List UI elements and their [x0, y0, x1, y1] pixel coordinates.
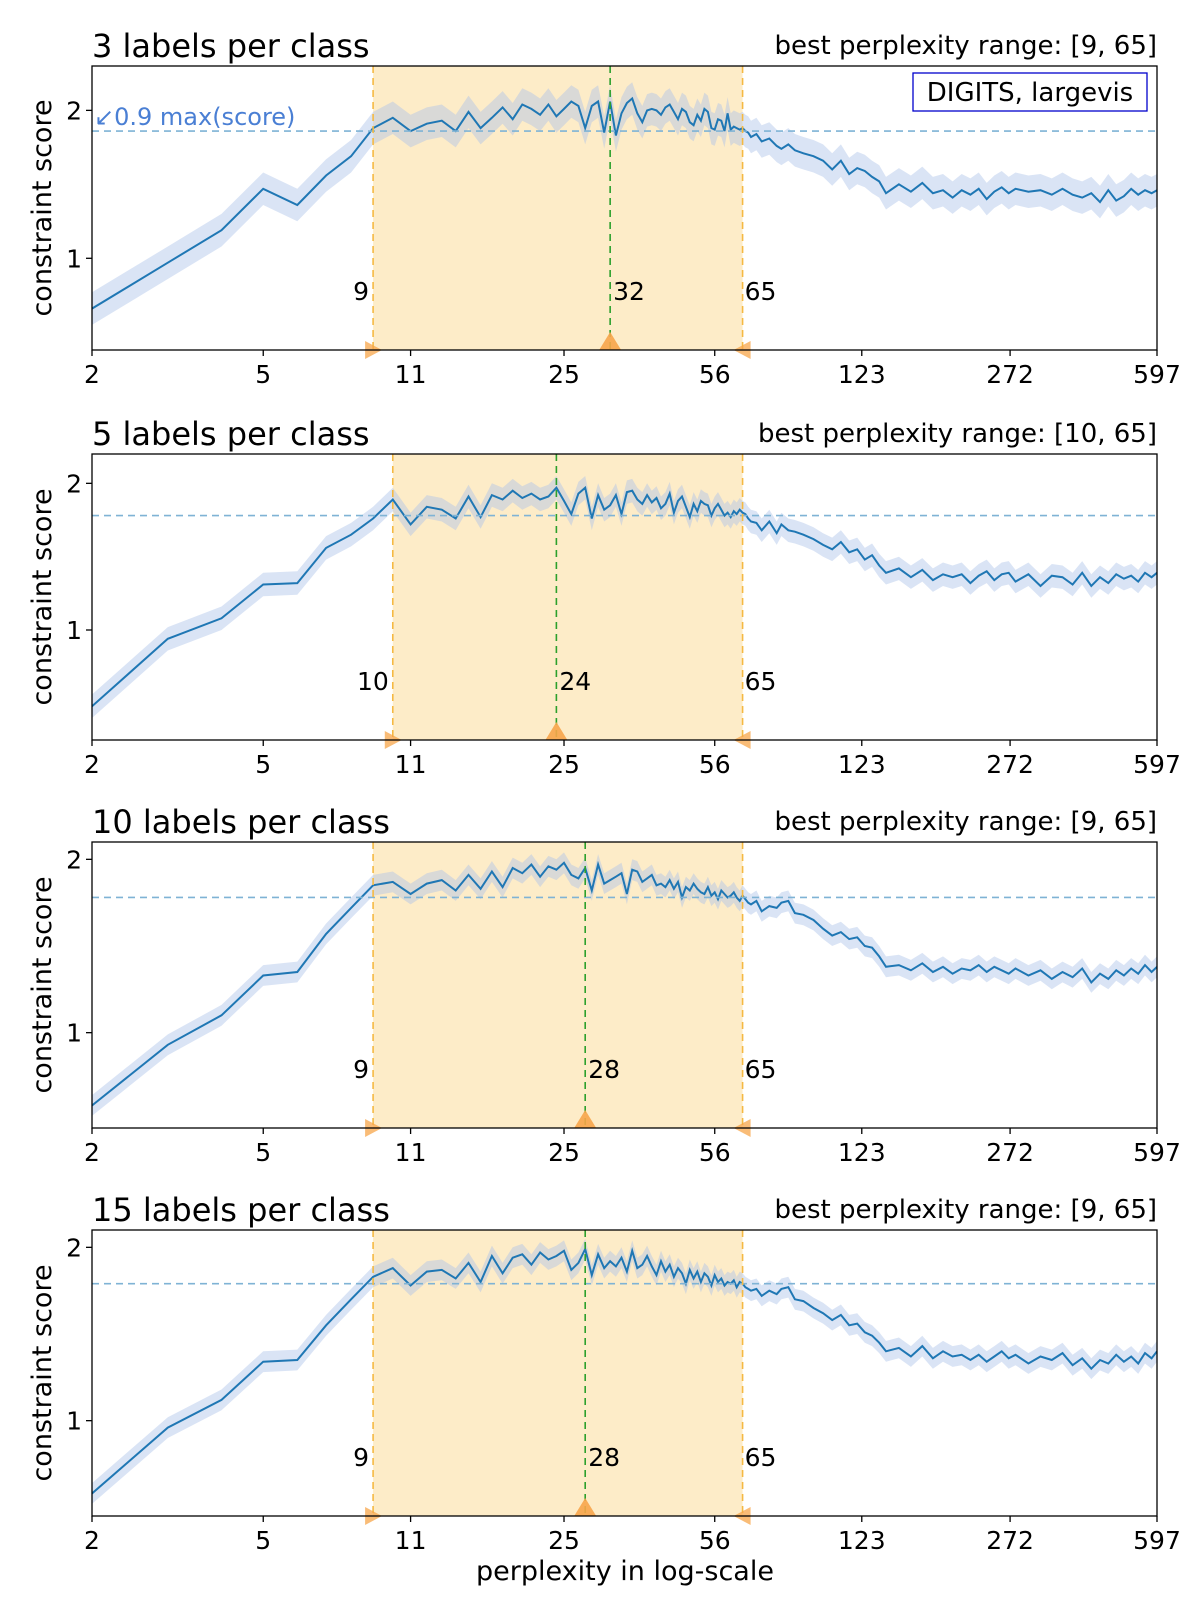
range-end-label: 65 [745, 277, 777, 306]
best-range-text: best perplexity range: [10, 65] [758, 419, 1157, 449]
x-tick-label: 25 [548, 1526, 580, 1555]
y-axis-label: constraint score [27, 488, 58, 705]
best-perplexity-label: 28 [588, 1443, 620, 1472]
x-tick-label: 272 [986, 1138, 1034, 1167]
x-tick-label: 25 [548, 360, 580, 389]
y-tick-label: 2 [66, 1233, 82, 1262]
x-tick-label: 597 [1133, 1138, 1181, 1167]
x-tick-label: 56 [699, 360, 731, 389]
score-line [92, 485, 1157, 708]
y-axis-label: constraint score [27, 99, 58, 316]
plot-frame [91, 1229, 1158, 1517]
y-tick-label: 2 [66, 469, 82, 498]
x-tick-label: 56 [699, 750, 731, 779]
x-axis-label: perplexity in log-scale [476, 1556, 774, 1587]
best-perplexity-label: 28 [588, 1055, 620, 1084]
best-perplexity-label: 32 [613, 277, 645, 306]
score-line [92, 860, 1157, 1107]
best-perplexity-marker [599, 332, 622, 350]
y-tick-label: 2 [66, 96, 82, 125]
x-tick-label: 123 [838, 360, 886, 389]
x-tick-label: 597 [1133, 1526, 1181, 1555]
y-tick-label: 1 [66, 1407, 82, 1436]
best-range-text: best perplexity range: [9, 65] [775, 1195, 1157, 1225]
best-range-text: best perplexity range: [9, 65] [775, 807, 1157, 837]
x-tick-label: 123 [838, 750, 886, 779]
range-end-label: 65 [745, 667, 777, 696]
panel-title: 15 labels per class [92, 1191, 390, 1229]
best-perplexity-marker [545, 722, 568, 740]
range-start-label: 9 [353, 277, 369, 306]
score-std-band [92, 82, 1157, 325]
y-tick-label: 1 [66, 1019, 82, 1048]
x-tick-label: 11 [395, 1526, 427, 1555]
best-perplexity-label: 24 [559, 667, 591, 696]
panel-title: 3 labels per class [92, 27, 370, 65]
score-line [92, 1246, 1157, 1495]
x-tick-label: 2 [84, 360, 100, 389]
x-tick-label: 11 [395, 360, 427, 389]
range-start-label: 10 [357, 667, 389, 696]
plot-frame [91, 453, 1158, 741]
range-end-label: 65 [745, 1443, 777, 1472]
x-tick-label: 5 [255, 750, 271, 779]
x-tick-label: 56 [699, 1526, 731, 1555]
x-tick-label: 272 [986, 1526, 1034, 1555]
x-tick-label: 2 [84, 1526, 100, 1555]
score-line [92, 96, 1157, 310]
x-tick-label: 597 [1133, 360, 1181, 389]
y-tick-label: 1 [66, 244, 82, 273]
range-start-label: 9 [353, 1443, 369, 1472]
threshold-annotation: ↙0.9 max(score) [94, 103, 295, 131]
x-tick-label: 25 [548, 1138, 580, 1167]
x-tick-label: 5 [255, 360, 271, 389]
x-tick-label: 2 [84, 750, 100, 779]
best-perplexity-marker [574, 1110, 597, 1128]
best-range-region [373, 1230, 743, 1516]
x-tick-label: 5 [255, 1138, 271, 1167]
range-start-label: 9 [353, 1055, 369, 1084]
legend-box [912, 72, 1148, 112]
x-tick-label: 2 [84, 1138, 100, 1167]
y-tick-label: 1 [66, 616, 82, 645]
plot-frame [91, 841, 1158, 1129]
y-axis-label: constraint score [27, 1264, 58, 1481]
x-tick-label: 272 [986, 360, 1034, 389]
x-tick-label: 11 [395, 1138, 427, 1167]
y-axis-label: constraint score [27, 876, 58, 1093]
legend-text: DIGITS, largevis [927, 78, 1133, 108]
x-tick-label: 123 [838, 1138, 886, 1167]
x-tick-label: 11 [395, 750, 427, 779]
best-range-text: best perplexity range: [9, 65] [775, 31, 1157, 61]
panel-title: 10 labels per class [92, 803, 390, 841]
score-std-band [92, 476, 1157, 718]
x-tick-label: 56 [699, 1138, 731, 1167]
x-tick-label: 5 [255, 1526, 271, 1555]
x-tick-label: 272 [986, 750, 1034, 779]
x-tick-label: 597 [1133, 750, 1181, 779]
y-tick-label: 2 [66, 845, 82, 874]
best-perplexity-marker [574, 1498, 597, 1516]
panel-title: 5 labels per class [92, 415, 370, 453]
range-end-label: 65 [745, 1055, 777, 1084]
plot-frame [91, 65, 1158, 351]
x-tick-label: 123 [838, 1526, 886, 1555]
x-tick-label: 25 [548, 750, 580, 779]
